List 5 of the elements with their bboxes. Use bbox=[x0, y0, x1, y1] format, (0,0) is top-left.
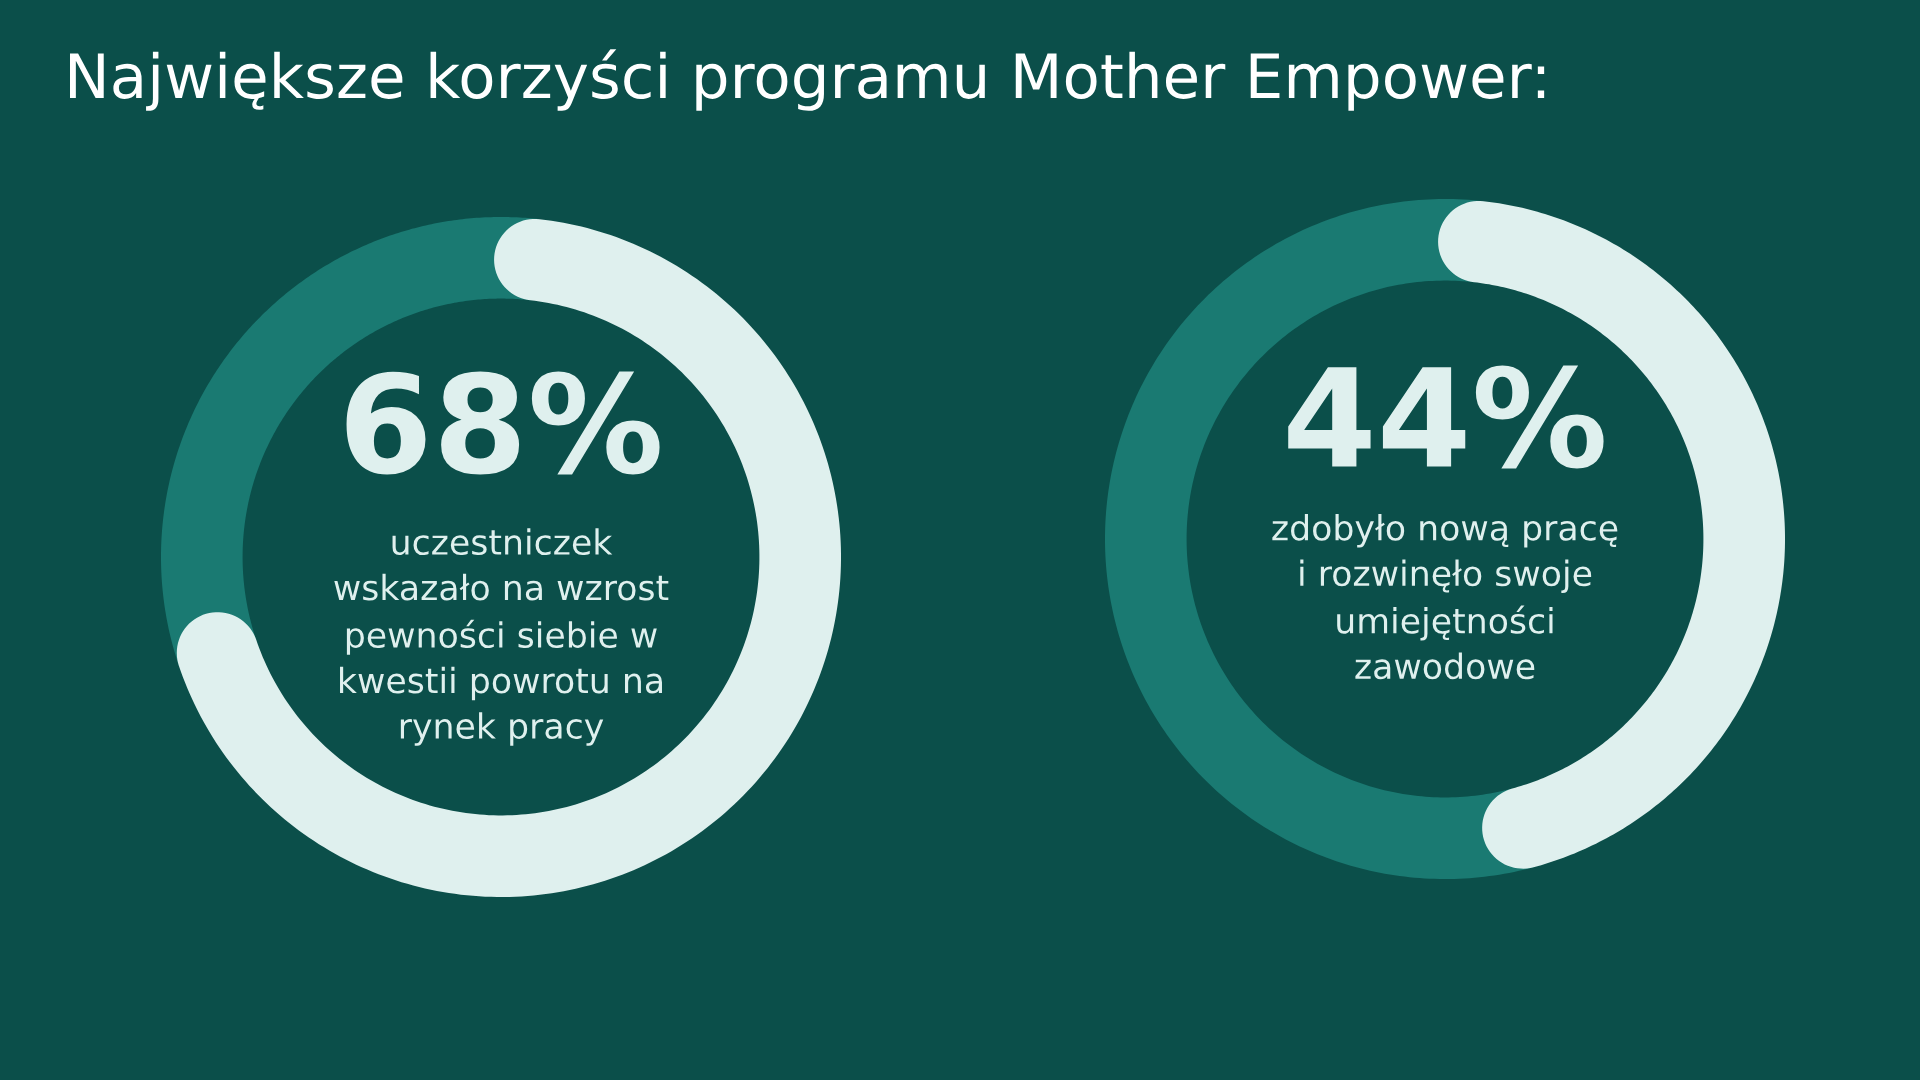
data-label: 44% bbox=[1288, 365, 1604, 469]
text: uczestniczek wskazało na wzrost pewności siebie w kwestii powrotu na rynek pracy bbox=[334, 528, 669, 746]
chart-title: Największe korzyści programu Mother Empower: bbox=[70, 49, 1545, 111]
text: zdobyło nową pracę i rozwinęło swoje umiejętności zawodowe bbox=[1272, 513, 1618, 680]
data-label: 68% bbox=[346, 371, 660, 475]
